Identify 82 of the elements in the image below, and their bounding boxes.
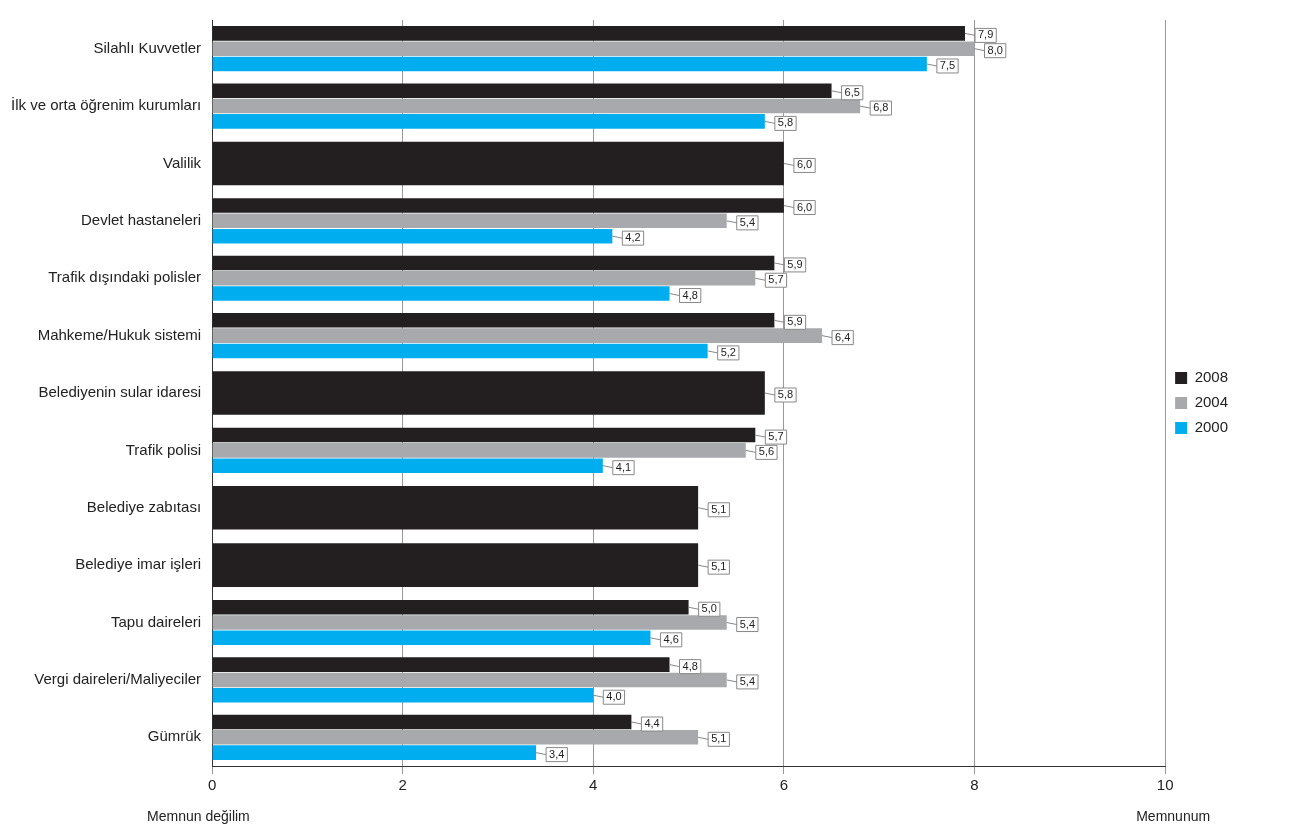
y-tick-label: Vergi daireleri/Maliyeciler [34, 670, 202, 688]
bar [212, 41, 975, 56]
bar [212, 313, 775, 328]
bar [212, 328, 823, 343]
text: Memnunum [1136, 807, 1211, 824]
data-label: 4,1 [615, 460, 632, 473]
bar [212, 255, 775, 271]
data-label: 6,8 [873, 101, 889, 114]
bar [212, 56, 927, 72]
bar [212, 458, 603, 473]
bar [212, 228, 613, 244]
data-label: 6,0 [796, 200, 813, 213]
data-label: 7,5 [939, 59, 956, 72]
data-label: 5,0 [701, 602, 717, 615]
data-label: 5,4 [739, 215, 756, 228]
y-tick-label: Valilik [162, 153, 202, 171]
bar [212, 687, 594, 703]
bar [212, 270, 756, 286]
data-label: 5,6 [758, 445, 775, 458]
data-label: 4,6 [663, 632, 679, 645]
data-label: 6,4 [835, 330, 851, 343]
x-tick-label: 10 [1156, 776, 1174, 794]
data-label: 5,8 [777, 388, 794, 401]
bar [212, 657, 670, 672]
text: Memnun değilim [147, 807, 250, 824]
bar [212, 443, 746, 458]
bar [212, 630, 651, 646]
data-label: 4,4 [644, 717, 660, 730]
data-label: 5,1 [711, 560, 727, 573]
bar [212, 672, 727, 688]
data-label: 5,7 [768, 273, 784, 286]
bar [212, 427, 756, 443]
data-label: 8,0 [987, 43, 1003, 56]
y-tick-label: Devlet hastaneleri [80, 210, 202, 228]
y-tick-label: Belediyenin sular idaresi [38, 383, 202, 401]
bar [212, 213, 727, 229]
data-label: 5,9 [787, 315, 803, 328]
x-tick-label: 4 [589, 776, 598, 794]
data-label: 5,7 [768, 430, 784, 443]
data-label: 6,0 [796, 158, 813, 171]
data-label: 5,8 [777, 116, 794, 129]
y-tick-label: Trafik polisi [125, 440, 202, 458]
data-label: 7,9 [977, 28, 994, 41]
bar [212, 343, 708, 359]
data-label: 4,8 [682, 659, 698, 672]
data-label: 4,2 [625, 231, 641, 244]
bar [212, 198, 784, 213]
data-label: 4,0 [606, 690, 622, 703]
legend-label: 2008 [1194, 368, 1229, 386]
data-label: 5,4 [739, 617, 756, 630]
x-tick-label: 8 [970, 776, 979, 794]
bar [212, 714, 632, 730]
bar [212, 615, 727, 630]
x-tick-label: 6 [779, 776, 789, 794]
y-tick-label: İlk ve orta öğrenim kurumları [10, 96, 202, 114]
y-tick-label: Silahlı Kuvvetler [93, 38, 202, 56]
y-tick-label: Trafik dışındaki polisler [48, 268, 202, 286]
data-label: 5,9 [787, 257, 803, 270]
y-tick-label: Tapu daireleri [111, 612, 202, 630]
bar [212, 83, 832, 99]
bar [212, 730, 699, 745]
y-tick-label: Belediye zabıtası [86, 497, 202, 515]
bar [212, 286, 670, 301]
y-tick-label: Belediye imar işleri [75, 555, 202, 573]
data-label: 6,5 [844, 85, 860, 98]
legend-label: 2004 [1194, 393, 1229, 411]
data-label: 5,2 [720, 345, 736, 358]
data-label: 5,1 [711, 502, 727, 515]
x-tick-label: 0 [207, 776, 217, 794]
bar [212, 745, 537, 760]
y-tick-label: Gümrük [147, 727, 202, 745]
data-label: 5,4 [739, 674, 756, 687]
bar [212, 599, 689, 615]
x-tick-label: 2 [398, 776, 407, 794]
y-tick-label: Mahkeme/Hukuk sistemi [37, 325, 202, 343]
legend-label: 2000 [1194, 418, 1229, 436]
bar [212, 114, 765, 129]
data-label: 3,4 [549, 747, 565, 760]
bar [212, 26, 965, 41]
data-label: 5,1 [711, 732, 727, 745]
bar [212, 98, 861, 114]
data-label: 4,8 [682, 288, 698, 301]
